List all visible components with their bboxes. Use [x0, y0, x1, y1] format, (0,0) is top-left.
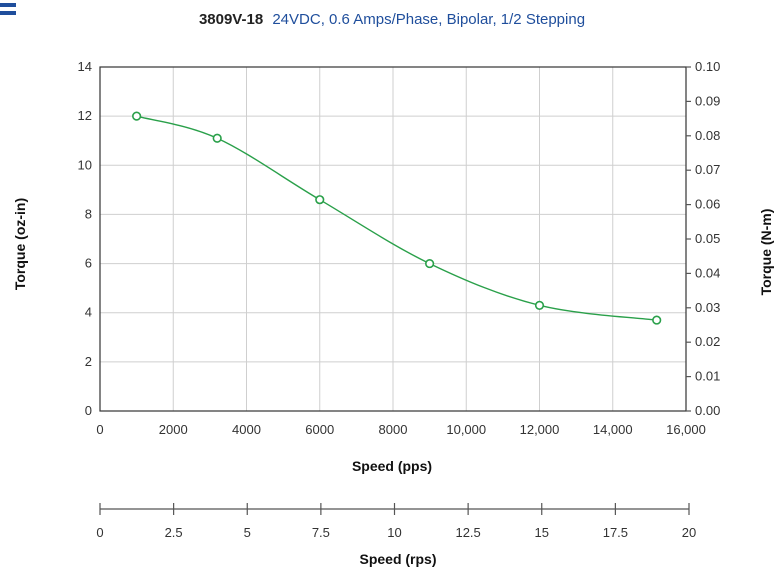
y2-tick-label: 0.08 [695, 128, 720, 143]
y2-tick-label: 0.01 [695, 369, 720, 384]
x2-tick-label: 17.5 [603, 525, 628, 540]
data-point [212, 133, 222, 143]
y-axis-ticks: 0 2 4 6 8 10 12 14 [78, 59, 92, 418]
x-tick-label: 4000 [232, 422, 261, 437]
corner-logo-mark [0, 3, 16, 15]
data-point [132, 111, 142, 121]
y2-axis-label: Torque (N-m) [758, 209, 774, 296]
y-tick-label: 6 [85, 256, 92, 271]
y2-tick-label: 0.10 [695, 59, 720, 74]
x-axis-ticks: 0 2000 4000 6000 8000 10,000 12,000 14,000 16,00… [96, 422, 706, 437]
x2-tick-label: 2.5 [165, 525, 183, 540]
y-tick-label: 4 [85, 305, 92, 320]
y-tick-label: 8 [85, 206, 92, 221]
x-tick-label: 8000 [379, 422, 408, 437]
y-tick-label: 14 [78, 59, 92, 74]
x2-axis-label: Speed (rps) [359, 551, 436, 567]
y2-tick-label: 0.07 [695, 162, 720, 177]
y2-tick-label: 0.06 [695, 197, 720, 212]
x2-tick-label: 20 [682, 525, 696, 540]
x2-tick-label: 15 [535, 525, 549, 540]
y-tick-label: 12 [78, 108, 92, 123]
x-tick-label: 16,000 [666, 422, 706, 437]
chart-title-model: 3809V-18 [199, 11, 263, 28]
x-tick-label: 2000 [159, 422, 188, 437]
y2-tick-label: 0.05 [695, 231, 720, 246]
x2-tick-label: 10 [387, 525, 401, 540]
grid [100, 67, 686, 411]
x-axis-label: Speed (pps) [352, 458, 432, 474]
x2-tick-label: 7.5 [312, 525, 330, 540]
y-tick-label: 2 [85, 354, 92, 369]
x-tick-label: 10,000 [446, 422, 486, 437]
secondary-x-axis: 0 2.5 5 7.5 10 12.5 15 17.5 20 [96, 503, 696, 540]
y2-tick-label: 0.04 [695, 265, 720, 280]
data-point [315, 195, 325, 205]
x2-tick-label: 5 [244, 525, 251, 540]
x2-tick-label: 0 [96, 525, 103, 540]
torque-curve [136, 115, 657, 321]
y-tick-label: 10 [78, 157, 92, 172]
data-point [534, 300, 545, 310]
y-tick-label: 0 [85, 403, 92, 418]
y-axis-label: Torque (oz-in) [12, 198, 28, 290]
data-markers [132, 111, 662, 325]
y2-tick-label: 0.09 [695, 93, 720, 108]
y2-tick-label: 0.03 [695, 300, 720, 315]
x-tick-label: 6000 [305, 422, 334, 437]
chart-title-conditions: 24VDC, 0.6 Amps/Phase, Bipolar, 1/2 Step… [272, 11, 585, 28]
x-tick-label: 14,000 [593, 422, 633, 437]
x2-tick-label: 12.5 [455, 525, 480, 540]
x-tick-label: 12,000 [520, 422, 560, 437]
data-point [652, 315, 662, 325]
x-tick-label: 0 [96, 422, 103, 437]
data-point [425, 258, 435, 269]
y2-axis-ticks: 0.00 0.01 0.02 0.03 0.04 0.05 0.06 0.07 0.08 0.09… [686, 59, 720, 418]
chart-title: 3809V-18 24VDC, 0.6 Amps/Phase, Bipolar,… [199, 11, 585, 28]
y2-tick-label: 0.02 [695, 334, 720, 349]
y2-tick-label: 0.00 [695, 403, 720, 418]
